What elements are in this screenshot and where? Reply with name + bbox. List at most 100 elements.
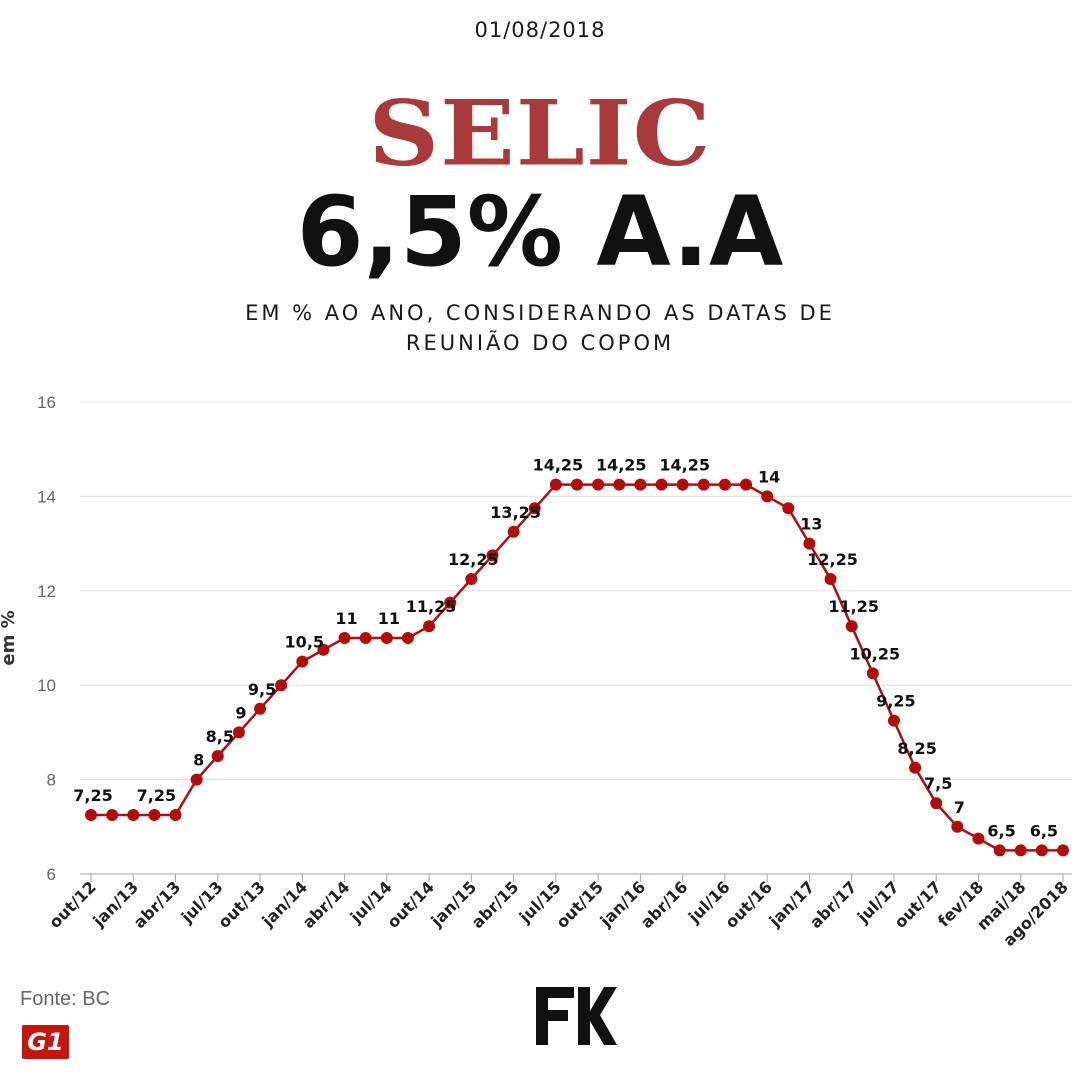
data-point xyxy=(211,750,224,762)
x-tick-label: abr/16 xyxy=(637,877,692,932)
rate-headline: 6,5% A.A xyxy=(296,176,784,288)
data-point xyxy=(655,478,668,491)
data-label: 8 xyxy=(193,751,204,770)
data-point xyxy=(401,632,414,644)
series-line xyxy=(91,483,1063,852)
data-label: 12,25 xyxy=(448,550,499,569)
data-label: 7 xyxy=(954,798,965,817)
x-tick-label: out/12 xyxy=(45,877,100,932)
x-tick-label: out/15 xyxy=(552,877,607,932)
data-point xyxy=(1035,844,1048,857)
data-point xyxy=(296,655,309,668)
data-point xyxy=(317,643,330,656)
data-point xyxy=(359,632,372,644)
data-label: 11 xyxy=(335,609,357,628)
chart-subtitle: EM % AO ANO, CONSIDERANDO AS DATAS DE RE… xyxy=(160,298,920,358)
y-tick-label: 8 xyxy=(47,771,56,790)
data-label: 10,25 xyxy=(850,644,901,663)
data-point xyxy=(444,596,457,609)
data-point xyxy=(761,490,774,503)
y-tick-label: 14 xyxy=(37,487,56,506)
data-point xyxy=(951,820,964,833)
chart-title: SELIC xyxy=(368,80,712,187)
x-tick-label: out/14 xyxy=(383,877,438,932)
x-tick-label: out/17 xyxy=(890,877,945,932)
y-tick-label: 12 xyxy=(37,582,56,601)
data-label: 9,25 xyxy=(876,692,915,711)
y-tick-label: 16 xyxy=(37,393,56,412)
data-point xyxy=(549,478,562,491)
x-tick-label: abr/17 xyxy=(806,877,861,932)
data-point xyxy=(85,809,97,821)
data-label: 8,5 xyxy=(206,727,234,746)
subtitle-line-2: REUNIÃO DO COPOM xyxy=(405,331,675,355)
fk-logo-icon xyxy=(536,987,617,1045)
data-point xyxy=(866,667,879,680)
data-point xyxy=(338,632,351,644)
data-label: 14,25 xyxy=(533,456,584,475)
data-point xyxy=(106,809,119,821)
data-label: 14 xyxy=(758,467,780,486)
source-label: Fonte: BC xyxy=(20,988,111,1010)
data-label: 9 xyxy=(235,703,246,722)
data-label: 14,25 xyxy=(596,456,647,475)
y-tick-label: 6 xyxy=(47,865,56,884)
data-point xyxy=(718,478,731,491)
data-point xyxy=(887,714,900,727)
y-axis-label: em % xyxy=(0,610,19,665)
x-tick-label: abr/14 xyxy=(299,877,354,932)
x-tick-label: abr/15 xyxy=(468,877,523,932)
data-point xyxy=(232,726,245,739)
data-point xyxy=(909,761,922,774)
data-point xyxy=(592,478,605,491)
data-point xyxy=(803,537,816,550)
data-point xyxy=(486,549,499,562)
data-label: 10,5 xyxy=(285,633,324,652)
data-point xyxy=(930,797,943,810)
data-point xyxy=(697,478,710,491)
data-point xyxy=(127,809,140,821)
data-label: 13,25 xyxy=(490,503,541,522)
x-tick-label: abr/13 xyxy=(130,877,185,932)
subtitle-line-1: EM % AO ANO, CONSIDERANDO AS DATAS DE xyxy=(245,301,835,325)
data-point xyxy=(148,809,161,821)
data-label: 11 xyxy=(378,609,400,628)
data-label: 14,25 xyxy=(659,456,710,475)
data-point xyxy=(676,478,689,491)
data-point xyxy=(423,620,436,633)
data-label: 11,25 xyxy=(828,597,879,616)
data-point xyxy=(169,809,182,821)
data-label: 11,25 xyxy=(406,597,457,616)
data-point xyxy=(190,773,203,786)
g1-logo-icon: G1 xyxy=(22,1025,69,1059)
data-point xyxy=(380,632,393,644)
data-label: 7,5 xyxy=(924,774,952,793)
data-point xyxy=(528,502,541,515)
data-point xyxy=(845,620,858,633)
data-label: 8,25 xyxy=(897,739,936,758)
data-point xyxy=(507,525,520,538)
data-point xyxy=(824,573,837,585)
data-label: 7,25 xyxy=(73,786,112,805)
x-tick-label: out/16 xyxy=(721,877,776,932)
data-label: 12,25 xyxy=(807,550,858,569)
data-label: 6,5 xyxy=(987,821,1015,840)
data-point xyxy=(571,478,583,491)
data-point xyxy=(740,478,753,491)
data-label: 13 xyxy=(800,515,822,534)
x-tick-label: out/13 xyxy=(214,877,269,932)
data-point xyxy=(993,844,1006,857)
data-point xyxy=(1014,844,1027,857)
data-point xyxy=(613,478,626,491)
data-point xyxy=(254,702,267,715)
date-label: 01/08/2018 xyxy=(474,18,606,42)
data-point xyxy=(1057,844,1069,857)
data-point xyxy=(972,832,985,845)
data-label: 7,25 xyxy=(137,786,176,805)
data-point xyxy=(782,502,795,515)
data-point xyxy=(634,478,647,491)
data-label: 9,5 xyxy=(248,680,276,699)
y-tick-label: 10 xyxy=(37,676,56,695)
data-label: 6,5 xyxy=(1030,821,1058,840)
